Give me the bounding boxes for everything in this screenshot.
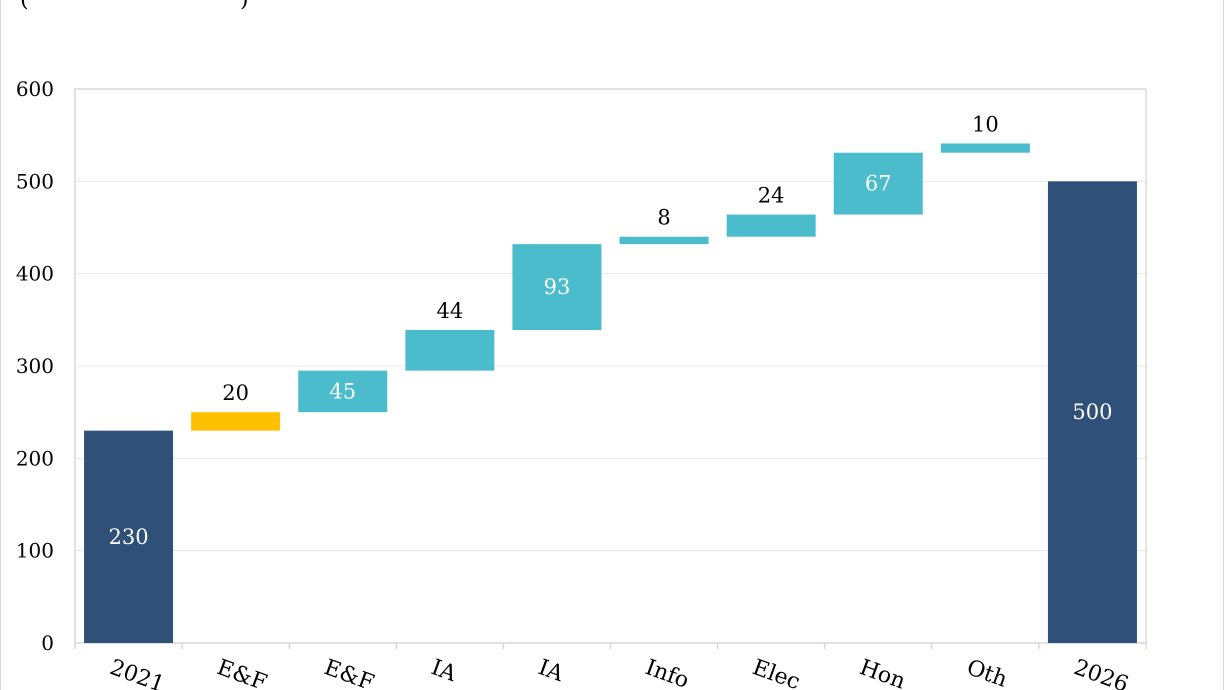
x-tick-labels: 2021 E&F E&F IA IA Info Elec Hon Oth 2026 xyxy=(106,655,1131,690)
y-tick-label: 500 xyxy=(16,169,54,193)
title-paren-open: ( xyxy=(20,0,29,12)
axes: 0 100 200 300 400 500 600 xyxy=(16,77,1147,655)
y-tick-label: 300 xyxy=(16,354,54,378)
data-label: 93 xyxy=(544,275,571,299)
data-label: 20 xyxy=(222,381,249,405)
bar xyxy=(405,329,495,371)
bar xyxy=(1047,181,1137,644)
data-label: 45 xyxy=(329,379,356,403)
bar xyxy=(726,214,816,237)
y-tick-label: 600 xyxy=(16,77,54,101)
data-labels: 230 20 45 44 93 8 24 67 10 500 xyxy=(109,112,1113,548)
bar xyxy=(512,244,602,330)
data-label: 24 xyxy=(758,184,785,208)
y-tick-label: 200 xyxy=(16,446,54,470)
title-paren-close: ) xyxy=(240,0,249,12)
x-tick-label: E&F xyxy=(214,655,270,690)
x-tick-label: Info xyxy=(642,655,692,690)
data-label: 10 xyxy=(972,112,999,136)
data-label: 44 xyxy=(436,299,463,323)
y-tick-label: 400 xyxy=(16,262,54,286)
x-tick-label: E&F xyxy=(321,655,377,690)
bars xyxy=(84,143,1137,644)
bar xyxy=(191,412,281,431)
x-tick-label: IA xyxy=(535,655,568,687)
data-label: 230 xyxy=(109,525,149,549)
x-tick-label: Hon xyxy=(856,655,908,690)
data-label: 8 xyxy=(657,206,670,230)
y-tick-label: 100 xyxy=(16,539,54,563)
data-label: 500 xyxy=(1072,400,1112,424)
x-tick-label: 2026 xyxy=(1070,655,1131,690)
x-tick-label: Elec xyxy=(749,655,803,690)
bar xyxy=(833,152,923,215)
x-tick-label: Oth xyxy=(963,655,1010,690)
bar xyxy=(940,143,1030,153)
gridlines xyxy=(75,88,1146,552)
x-tick-label: 2021 xyxy=(106,655,167,690)
bar xyxy=(619,236,709,245)
y-tick-label: 0 xyxy=(41,631,54,655)
x-tick-label: IA xyxy=(428,655,461,687)
data-label: 67 xyxy=(865,172,892,196)
bar xyxy=(84,430,174,643)
bar xyxy=(298,370,388,413)
